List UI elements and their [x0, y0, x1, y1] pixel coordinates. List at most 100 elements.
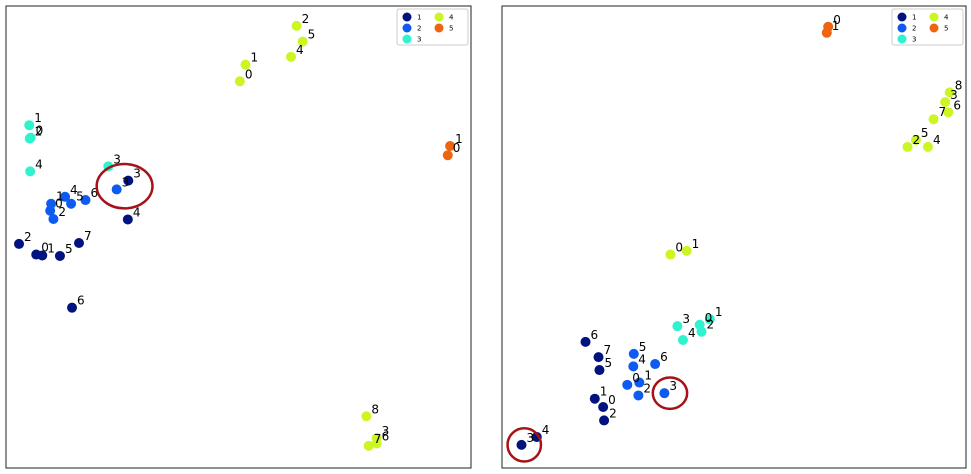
- scatter-point: [123, 175, 134, 186]
- scatter-point: [60, 191, 71, 202]
- point-label: 4: [35, 157, 43, 171]
- scatter-point: [593, 352, 604, 363]
- scatter-point: [922, 141, 933, 152]
- point-label: 6: [591, 328, 599, 342]
- scatter-point: [48, 213, 59, 224]
- legend-label: 1: [417, 14, 421, 22]
- scatter-point: [74, 238, 85, 249]
- scatter-point: [677, 335, 688, 346]
- legend-marker: [929, 12, 939, 22]
- scatter-point: [598, 402, 609, 413]
- point-label: 1: [56, 190, 64, 204]
- scatter-point: [363, 440, 374, 451]
- point-label: 3: [669, 379, 677, 393]
- scatter-point: [24, 120, 35, 131]
- legend-marker: [402, 12, 412, 22]
- point-label: 1: [692, 237, 700, 251]
- point-label: 4: [688, 326, 696, 340]
- point-label: 4: [933, 133, 941, 147]
- point-label: 1: [34, 111, 42, 125]
- point-label: 0: [705, 311, 713, 325]
- scatter-point: [944, 87, 955, 98]
- point-label: 0: [608, 393, 616, 407]
- scatter-point: [622, 379, 633, 390]
- legend: 1 2 3 4 5: [891, 8, 964, 46]
- point-label: 1: [832, 19, 840, 33]
- legend-label: 3: [417, 36, 421, 44]
- highlight-circle: [95, 162, 154, 210]
- scatter-point: [14, 238, 25, 249]
- scatter-point: [291, 20, 302, 31]
- scatter-point: [659, 388, 670, 399]
- legend-label: 1: [912, 14, 916, 22]
- point-label: 2: [707, 318, 715, 332]
- legend-label: 2: [417, 25, 421, 33]
- scatter-point: [681, 245, 692, 256]
- point-label: 2: [643, 381, 651, 395]
- scatter-point: [594, 365, 605, 376]
- point-label: 0: [36, 124, 44, 138]
- scatter-point: [589, 393, 600, 404]
- highlight-circle: [506, 427, 543, 463]
- scatter-point: [37, 250, 48, 261]
- point-label: 0: [55, 197, 63, 211]
- point-label: 5: [639, 340, 647, 354]
- point-label: 6: [382, 430, 390, 444]
- legend-marker: [402, 34, 412, 44]
- scatter-point: [442, 150, 453, 161]
- scatter-point: [45, 205, 56, 216]
- legend-box: [891, 8, 964, 46]
- scatter-point: [111, 184, 122, 195]
- legend-marker: [897, 34, 907, 44]
- point-label: 2: [609, 406, 617, 420]
- point-label: 2: [302, 12, 310, 26]
- legend-label: 3: [912, 36, 916, 44]
- legend-label: 5: [944, 25, 948, 33]
- scatter-point: [297, 36, 308, 47]
- point-label: 0: [833, 13, 841, 27]
- point-label: 6: [660, 350, 668, 364]
- scatter-point: [580, 336, 591, 347]
- scatter-point: [286, 51, 297, 62]
- point-label: 0: [41, 241, 49, 255]
- point-label: 5: [76, 190, 84, 204]
- scatter-point: [943, 107, 954, 118]
- point-label: 4: [133, 205, 141, 219]
- point-label: 0: [675, 241, 683, 255]
- legend-marker: [897, 23, 907, 33]
- point-label: 7: [939, 105, 947, 119]
- point-label: 3: [950, 88, 958, 102]
- legend-marker: [434, 23, 444, 33]
- point-label: 4: [542, 423, 550, 437]
- scatter-point: [902, 141, 913, 152]
- point-label: 2: [35, 125, 43, 139]
- point-label: 6: [91, 186, 99, 200]
- point-label: 3: [133, 167, 141, 181]
- point-label: 0: [632, 371, 640, 385]
- point-label: 0: [453, 141, 461, 155]
- scatter-point: [650, 359, 661, 370]
- legend-marker: [929, 23, 939, 33]
- scatter-point: [66, 198, 77, 209]
- point-label: 4: [638, 352, 646, 366]
- highlight-circle: [651, 376, 689, 411]
- point-label: 7: [374, 432, 382, 446]
- scatter-point: [445, 140, 456, 151]
- point-label: 3: [682, 312, 690, 326]
- scatter-point: [361, 411, 372, 422]
- point-label: 3: [113, 152, 121, 166]
- scatter-point: [599, 415, 610, 426]
- point-label: 0: [245, 67, 253, 81]
- scatter-point: [633, 390, 644, 401]
- scatter-point: [628, 348, 639, 359]
- point-label: 7: [84, 229, 92, 243]
- point-label: 5: [604, 356, 612, 370]
- legend-marker: [897, 12, 907, 22]
- scatter-point: [940, 97, 951, 108]
- point-label: 5: [921, 126, 929, 140]
- points-layer: [14, 20, 456, 451]
- scatter-point: [665, 249, 676, 260]
- point-label: 6: [77, 294, 85, 308]
